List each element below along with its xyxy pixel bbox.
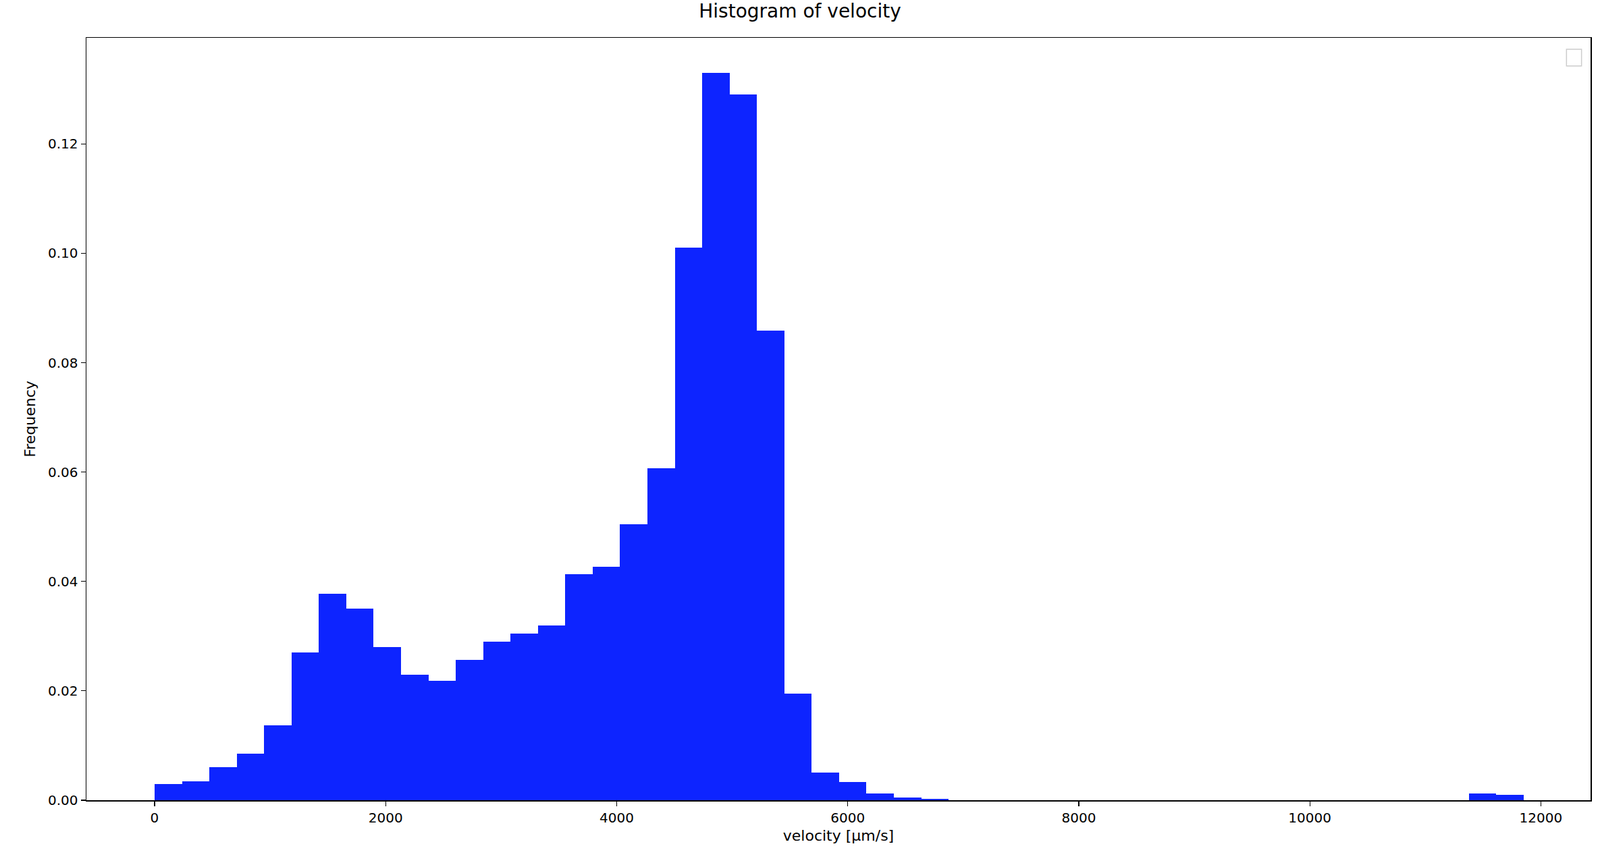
svg-text:10000: 10000 xyxy=(1288,810,1332,827)
svg-text:0.08: 0.08 xyxy=(47,355,79,372)
svg-text:velocity [μm/s]: velocity [μm/s] xyxy=(783,827,894,845)
svg-text:Histogram of velocity: Histogram of velocity xyxy=(698,0,901,23)
svg-text:8000: 8000 xyxy=(1061,810,1096,827)
svg-text:12000: 12000 xyxy=(1519,810,1563,827)
svg-text:0.00: 0.00 xyxy=(47,792,79,809)
svg-text:0.06: 0.06 xyxy=(47,464,79,481)
svg-text:4000: 4000 xyxy=(599,810,634,827)
svg-text:0.10: 0.10 xyxy=(47,245,79,262)
svg-text:0: 0 xyxy=(150,810,160,827)
svg-text:0.02: 0.02 xyxy=(47,683,79,700)
svg-text:6000: 6000 xyxy=(830,810,865,827)
svg-text:Frequency: Frequency xyxy=(21,380,39,458)
svg-text:0.12: 0.12 xyxy=(47,135,79,152)
svg-text:0.04: 0.04 xyxy=(47,573,79,591)
svg-text:2000: 2000 xyxy=(368,810,404,827)
